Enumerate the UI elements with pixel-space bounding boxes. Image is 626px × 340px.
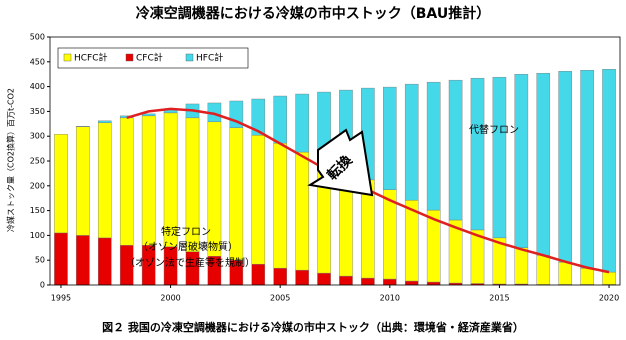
y-tick-label: 450 — [30, 57, 45, 66]
y-tick-label: 200 — [30, 181, 45, 190]
bar-segment — [470, 77, 485, 231]
bar-segment — [580, 267, 594, 285]
bar-segment — [295, 151, 309, 271]
bar-segment — [492, 76, 507, 239]
annotation: （オゾン法で生産等を規制） — [125, 256, 255, 269]
x-tick-label: 2010 — [380, 294, 400, 303]
bar-segment — [514, 73, 529, 249]
legend-swatch — [63, 53, 72, 62]
bar-segment — [361, 277, 375, 286]
annotation: 特定フロン — [161, 225, 211, 238]
y-axis-label: 冷媒ストック量（CO2換算）百万t-CO2 — [6, 88, 16, 232]
bar-segment — [317, 272, 331, 286]
bar-segment — [98, 122, 112, 239]
y-tick-label: 100 — [30, 231, 45, 240]
bar-segment — [602, 271, 616, 285]
y-tick-label: 350 — [30, 107, 45, 116]
bar-segment — [273, 95, 287, 144]
bar-segment — [119, 117, 134, 246]
bar-segment — [383, 86, 397, 190]
bar-segment — [558, 71, 572, 263]
bar-segment — [536, 255, 551, 285]
y-tick-label: 300 — [30, 132, 45, 141]
bar-segment — [251, 135, 266, 265]
bar-segment — [141, 115, 156, 246]
shift-arrow — [307, 128, 374, 197]
bar-segment — [558, 261, 572, 285]
annotation: 代替フロン — [469, 123, 519, 136]
legend-box — [57, 47, 249, 69]
bar-segment — [514, 247, 529, 285]
bar-segment — [448, 79, 463, 221]
bar-segment — [339, 275, 353, 286]
legend-swatch — [125, 53, 134, 62]
annotation: （オゾン層破壊物質） — [138, 240, 238, 253]
bar-segment — [76, 235, 90, 286]
x-tick-label: 2020 — [599, 294, 619, 303]
bar-segment — [273, 142, 287, 269]
bar-segment — [404, 280, 419, 286]
bar-segment — [76, 126, 90, 236]
y-tick-label: 150 — [30, 206, 45, 215]
x-tick-label: 2015 — [489, 294, 509, 303]
caption: 図２ 我国の冷凍空調機器における冷媒の市中ストック（出典：環境省・経済産業省） — [102, 320, 524, 334]
x-tick-label: 1995 — [51, 294, 71, 303]
bar-segment — [426, 81, 441, 211]
y-tick-label: 0 — [40, 281, 45, 290]
bar-segment — [273, 267, 287, 286]
y-tick-label: 50 — [35, 256, 45, 265]
bar-segment — [98, 237, 112, 286]
bar-segment — [404, 83, 419, 201]
bar-segment — [229, 127, 244, 261]
bar-segment — [536, 73, 551, 256]
x-tick-label: 2000 — [160, 294, 180, 303]
bar-segment — [383, 278, 397, 286]
legend-label: CFC計 — [136, 52, 163, 64]
bar-segment — [295, 269, 309, 286]
chart-title: 冷凍空調機器における冷媒の市中ストック（BAU推計） — [136, 5, 490, 22]
annotations: 転換 特定フロン （オゾン層破壊物質） （オゾン法で生産等を規制） 代替フロン — [125, 123, 519, 269]
bar-segment — [54, 232, 68, 286]
y-tick-label: 400 — [30, 82, 45, 91]
bar-segment — [580, 70, 594, 269]
bar-segment — [251, 98, 266, 136]
y-tick-label: 500 — [30, 33, 45, 42]
bar-segment — [602, 69, 616, 273]
y-tick-label: 250 — [30, 157, 45, 166]
x-tick-label: 2005 — [270, 294, 290, 303]
legend-label: HCFC計 — [74, 52, 108, 64]
bar-segment — [141, 113, 156, 117]
bar-segment — [295, 93, 309, 153]
bar-segment — [426, 281, 441, 286]
legend-label: HFC計 — [196, 52, 223, 64]
legend-swatch — [185, 53, 194, 62]
bar-segment — [54, 134, 68, 234]
bar-segment — [98, 120, 112, 124]
plot-border — [49, 36, 621, 286]
